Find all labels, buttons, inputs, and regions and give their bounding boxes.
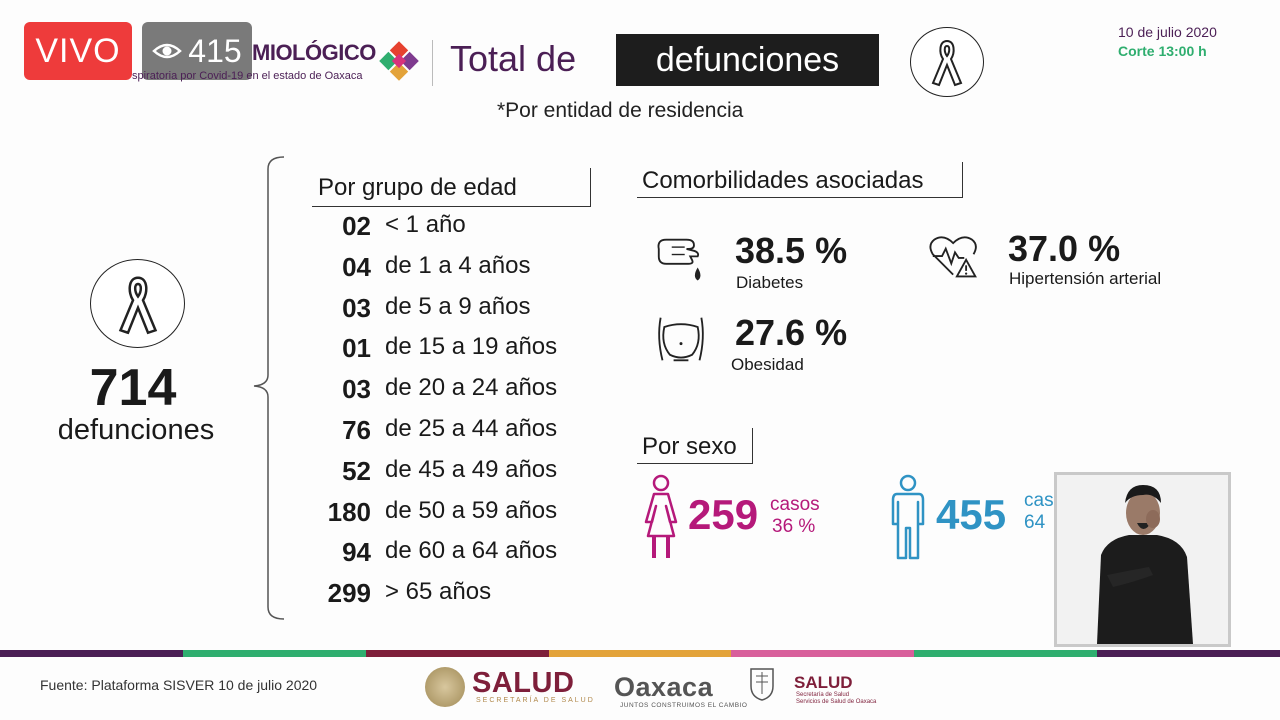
comorbidities-header: Comorbilidades asociadas	[637, 162, 963, 198]
age-range: de 1 a 4 años	[385, 251, 531, 279]
header-brand-sub: spiratoria por Covid-19 en el estado de …	[132, 70, 363, 82]
report-date: 10 de julio 2020	[1118, 24, 1217, 40]
age-count: 180	[327, 496, 371, 527]
age-group-header: Por grupo de edad	[312, 168, 591, 207]
age-count: 02	[342, 211, 371, 241]
salud-logo-sub: SECRETARÍA DE SALUD	[476, 697, 595, 704]
age-count: 04	[342, 251, 371, 282]
diabetes-icon	[657, 238, 701, 281]
ribbon-icon	[118, 275, 157, 334]
interpreter-video	[1054, 472, 1231, 647]
viewer-count-value: 415	[188, 32, 242, 69]
age-range: de 15 a 19 años	[385, 333, 558, 361]
ribbon-icon	[931, 39, 963, 87]
state-shield-icon	[750, 668, 774, 701]
report-cutoff: Corte 13:00 h	[1118, 43, 1207, 59]
obesity-percent: 27.6 %	[735, 312, 848, 353]
state-salud-sub: Secretaría de Salud Servicios de Salud d…	[796, 692, 876, 706]
diabetes-percent: 38.5 %	[735, 230, 848, 271]
title-prefix: Total de	[450, 38, 577, 79]
age-range: de 20 a 24 años	[385, 374, 558, 402]
male-cases-label: cas	[1024, 490, 1054, 511]
ribbon-badge-top	[910, 27, 984, 97]
age-range: < 1 año	[385, 211, 466, 238]
header-divider	[432, 40, 433, 86]
age-range: de 50 a 59 años	[385, 496, 558, 524]
mosaic-logo-icon	[379, 41, 419, 81]
title-highlight: defunciones	[616, 34, 879, 86]
age-count: 03	[342, 292, 371, 323]
male-percent: 64	[1024, 512, 1046, 533]
color-stripe	[0, 650, 1280, 657]
female-figure-icon	[644, 474, 678, 558]
age-count: 01	[342, 333, 371, 364]
total-deaths-label: defunciones	[57, 414, 215, 446]
hypertension-percent: 37.0 %	[1008, 228, 1121, 269]
age-count: 52	[342, 455, 371, 486]
subtitle: *Por entidad de residencia	[497, 99, 744, 122]
male-count: 455	[936, 491, 1007, 538]
age-range: de 60 a 64 años	[385, 537, 558, 565]
age-count: 03	[342, 374, 371, 405]
age-count: 94	[342, 537, 371, 568]
age-range: de 45 a 49 años	[385, 455, 558, 483]
hypertension-label: Hipertensión arterial	[1009, 269, 1162, 288]
live-badge: VIVO	[24, 22, 132, 80]
male-figure-icon	[891, 474, 925, 560]
age-range: de 25 a 44 años	[385, 414, 558, 442]
eye-icon	[152, 43, 183, 59]
obesity-icon	[658, 317, 704, 362]
female-cases-label: casos	[770, 494, 820, 515]
brace-divider	[253, 156, 285, 620]
state-salud-logo: SALUD	[794, 673, 853, 692]
female-percent: 36 %	[772, 516, 816, 537]
female-count: 259	[688, 491, 759, 538]
oaxaca-logo: Oaxaca	[614, 672, 714, 702]
age-range: > 65 años	[385, 578, 492, 606]
age-range: de 5 a 9 años	[385, 292, 531, 320]
state-salud-sub-line1: Secretaría de Salud	[796, 692, 850, 698]
salud-logo: SALUD	[472, 667, 575, 699]
ribbon-badge-left	[90, 259, 185, 348]
source-note: Fuente: Plataforma SISVER 10 de julio 20…	[40, 677, 318, 693]
viewer-count: 415	[142, 22, 252, 80]
national-seal-icon	[425, 667, 465, 707]
age-count: 299	[327, 578, 371, 609]
total-deaths-value: 714	[89, 359, 177, 417]
age-count: 76	[342, 414, 371, 445]
state-salud-sub-line2: Servicios de Salud de Oaxaca	[796, 699, 877, 705]
obesity-label: Obesidad	[731, 355, 804, 374]
diabetes-label: Diabetes	[736, 273, 804, 292]
interpreter-figure	[1057, 475, 1228, 644]
header-brand: MIOLÓGICO	[252, 40, 376, 65]
oaxaca-logo-sub: JUNTOS CONSTRUIMOS EL CAMBIO	[620, 702, 748, 709]
sex-header: Por sexo	[637, 428, 753, 464]
heart-alert-icon	[929, 236, 977, 278]
